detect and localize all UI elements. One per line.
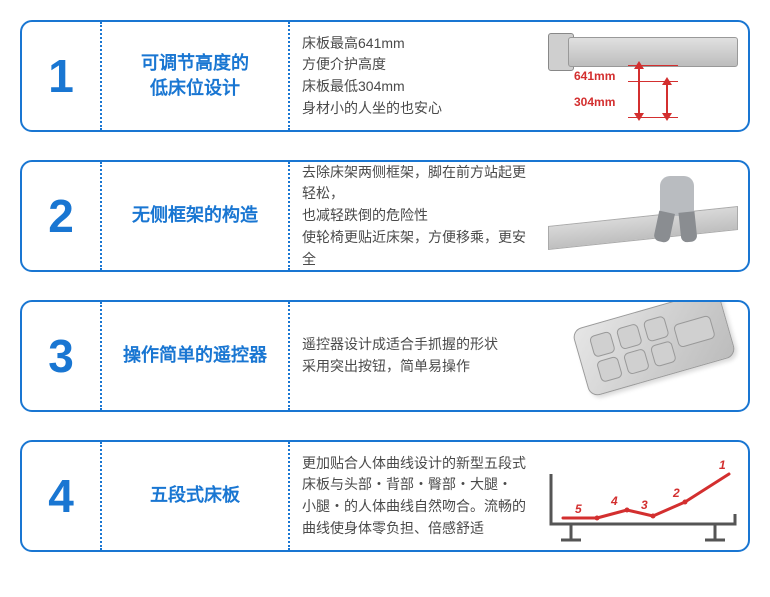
- segment-number: 1: [719, 458, 726, 472]
- feature-desc: 遥控器设计成适合手抓握的形状 采用突出按钮，简单易操作: [302, 334, 498, 377]
- feature-title-col: 可调节高度的 低床位设计: [102, 22, 290, 130]
- bed-segments-icon: [543, 446, 743, 546]
- feature-illustration: [538, 302, 748, 410]
- feature-number-col: 3: [22, 302, 102, 410]
- feature-illustration: 641mm 304mm: [538, 22, 748, 130]
- feature-number-col: 4: [22, 442, 102, 550]
- feature-illustration: 1 2 3 4 5: [538, 442, 748, 550]
- remote-button-icon: [650, 340, 677, 367]
- arrow-down-icon: [634, 113, 644, 121]
- feature-number: 1: [48, 49, 74, 103]
- feature-illustration: [538, 162, 748, 270]
- feature-card-1: 1 可调节高度的 低床位设计 床板最高641mm 方便介护高度 床板最低304m…: [20, 20, 750, 132]
- arrow-down-icon: [662, 113, 672, 121]
- feature-desc: 床板最高641mm 方便介护高度 床板最低304mm 身材小的人坐的也安心: [302, 33, 442, 120]
- feature-desc-col: 更加贴合人体曲线设计的新型五段式 床板与头部・背部・臀部・大腿・ 小腿・的人体曲…: [290, 442, 538, 550]
- remote-diagram: [548, 306, 738, 406]
- segment-number: 3: [641, 498, 648, 512]
- feature-card-4: 4 五段式床板 更加贴合人体曲线设计的新型五段式 床板与头部・背部・臀部・大腿・…: [20, 440, 750, 552]
- feature-title: 无侧框架的构造: [132, 203, 258, 228]
- feature-desc-col: 去除床架两侧框架，脚在前方站起更轻松， 也减轻跌倒的危险性 使轮椅更贴近床架，方…: [290, 162, 538, 270]
- remote-button-icon: [623, 348, 650, 375]
- feature-number: 4: [48, 469, 74, 523]
- dimension-max-label: 641mm: [574, 69, 615, 83]
- five-segment-diagram: 1 2 3 4 5: [543, 446, 743, 546]
- feature-card-2: 2 无侧框架的构造 去除床架两侧框架，脚在前方站起更轻松， 也减轻跌倒的危险性 …: [20, 160, 750, 272]
- feature-card-3: 3 操作简单的遥控器 遥控器设计成适合手抓握的形状 采用突出按钮，简单易操作: [20, 300, 750, 412]
- feature-title: 操作简单的遥控器: [123, 343, 267, 368]
- feature-title-col: 操作简单的遥控器: [102, 302, 290, 410]
- remote-control-icon: [571, 300, 736, 398]
- remote-button-icon: [616, 323, 643, 350]
- arrow-up-icon: [634, 61, 644, 69]
- remote-button-icon: [596, 356, 623, 383]
- feature-desc: 更加贴合人体曲线设计的新型五段式 床板与头部・背部・臀部・大腿・ 小腿・的人体曲…: [302, 453, 526, 540]
- remote-button-icon: [643, 315, 670, 342]
- no-side-frame-diagram: [548, 166, 738, 266]
- height-diagram: 641mm 304mm: [548, 31, 738, 121]
- segment-number: 5: [575, 502, 582, 516]
- feature-title-col: 五段式床板: [102, 442, 290, 550]
- arrow-line-icon: [638, 67, 640, 117]
- segment-number: 4: [611, 494, 618, 508]
- feature-desc: 去除床架两侧框架，脚在前方站起更轻松， 也减轻跌倒的危险性 使轮椅更贴近床架，方…: [302, 162, 526, 270]
- arrow-up-icon: [662, 77, 672, 85]
- feature-number-col: 2: [22, 162, 102, 270]
- feature-number: 3: [48, 329, 74, 383]
- arrow-line-icon: [666, 83, 668, 117]
- person-sitting-icon: [642, 170, 712, 240]
- feature-title: 可调节高度的 低床位设计: [141, 51, 249, 101]
- feature-title: 五段式床板: [150, 483, 240, 508]
- feature-desc-col: 遥控器设计成适合手抓握的形状 采用突出按钮，简单易操作: [290, 302, 538, 410]
- remote-button-icon: [673, 315, 716, 349]
- feature-desc-col: 床板最高641mm 方便介护高度 床板最低304mm 身材小的人坐的也安心: [290, 22, 538, 130]
- segment-number: 2: [673, 486, 680, 500]
- feature-number: 2: [48, 189, 74, 243]
- feature-number-col: 1: [22, 22, 102, 130]
- bed-rail-icon: [568, 37, 738, 67]
- remote-button-icon: [589, 331, 616, 358]
- feature-title-col: 无侧框架的构造: [102, 162, 290, 270]
- dimension-min-label: 304mm: [574, 95, 615, 109]
